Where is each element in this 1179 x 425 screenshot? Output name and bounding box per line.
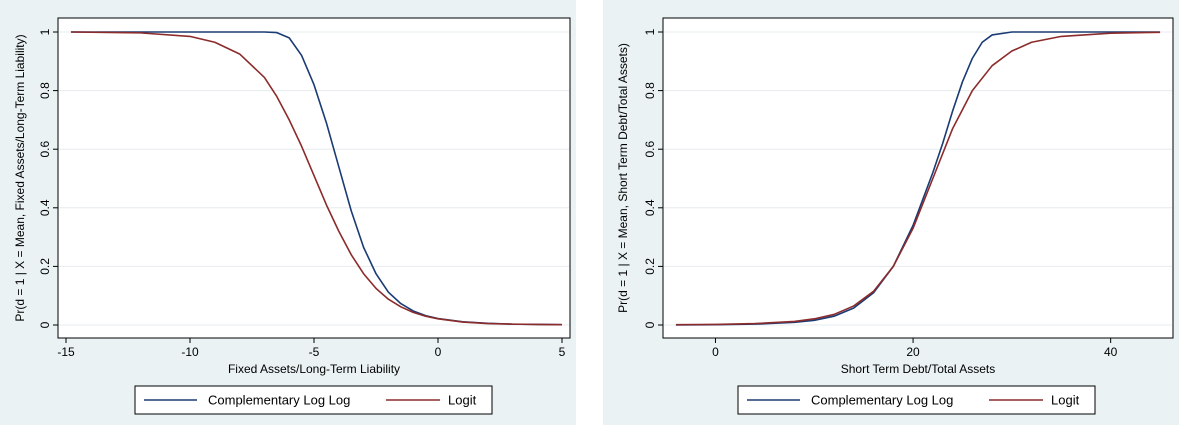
y-axis-title: Pr(d = 1 | X = Mean, Short Term Debt/Tot… — [616, 43, 630, 313]
x-tick-label: 40 — [1104, 345, 1118, 359]
legend-label-cloglog: Complementary Log Log — [811, 393, 953, 408]
x-tick-label: 20 — [906, 345, 920, 359]
y-tick-label: 0.4 — [643, 199, 657, 216]
y-axis-title: Pr(d = 1 | X = Mean, Fixed Assets/Long-T… — [13, 34, 27, 321]
y-tick-label: 0 — [38, 321, 52, 328]
x-tick-label: 0 — [435, 345, 442, 359]
y-tick-label: 0.6 — [643, 141, 657, 158]
y-tick-label: 0 — [643, 321, 657, 328]
y-tick-label: 0.8 — [643, 82, 657, 99]
x-tick-label: 0 — [712, 345, 719, 359]
x-tick-label: 5 — [559, 345, 566, 359]
legend-label-cloglog: Complementary Log Log — [208, 393, 350, 408]
x-tick-label: -5 — [309, 345, 320, 359]
series-line-logit — [70, 31, 563, 326]
series-line-logit — [675, 31, 1161, 326]
y-tick-label: 1 — [38, 28, 52, 35]
x-axis-title: Short Term Debt/Total Assets — [841, 362, 996, 376]
legend-label-logit: Logit — [1051, 393, 1080, 408]
x-tick-label: -10 — [181, 345, 199, 359]
series-line-cloglog — [675, 31, 1161, 326]
chart-panel-left: 0 0.2 0.4 0.6 0.8 1 -15 -10 -5 0 5 Fixed Assets/Lon… — [0, 0, 576, 425]
y-tick-label: 0.2 — [38, 258, 52, 275]
x-tick-label: -15 — [57, 345, 75, 359]
y-tick-label: 0.2 — [643, 258, 657, 275]
x-axis-title: Fixed Assets/Long-Term Liability — [228, 362, 400, 376]
chart-left: 0 0.2 0.4 0.6 0.8 1 -15 -10 -5 0 5 Fixed Assets/Lon… — [13, 17, 571, 415]
y-tick-label: 0.8 — [38, 82, 52, 99]
legend-label-logit: Logit — [448, 393, 477, 408]
y-tick-label: 1 — [643, 28, 657, 35]
plot-area — [57, 17, 571, 339]
plot-area — [662, 17, 1174, 339]
y-tick-label: 0.4 — [38, 199, 52, 216]
chart-panel-right: 0 0.2 0.4 0.6 0.8 1 0 20 40 Short Term Debt/Total… — [603, 0, 1179, 425]
chart-right: 0 0.2 0.4 0.6 0.8 1 0 20 40 Short Term Debt/Total… — [616, 17, 1174, 415]
y-tick-label: 0.6 — [38, 141, 52, 158]
